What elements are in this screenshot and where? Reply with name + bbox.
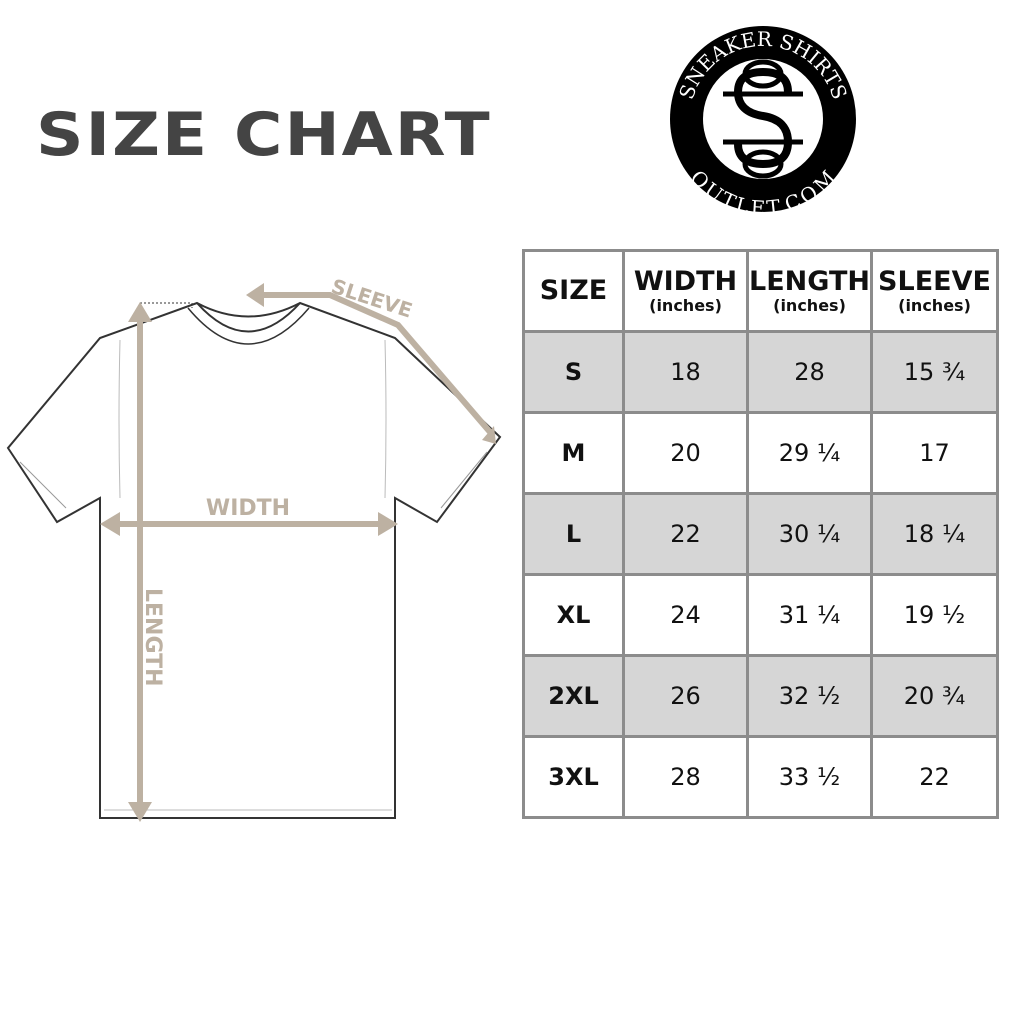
cell-sleeve: 19 ½	[870, 573, 999, 657]
table-row: 2XL 26 32 ½ 20 ¾	[522, 654, 999, 738]
cell-width: 26	[622, 654, 749, 738]
brand-logo: SNEAKER SHIRTS OUTLET.COM	[670, 26, 856, 214]
table-row: XL 24 31 ¼ 19 ½	[522, 573, 999, 657]
cell-length: 31 ¼	[746, 573, 873, 657]
cell-size: L	[522, 492, 625, 576]
cell-width: 28	[622, 735, 749, 819]
ss-monogram	[723, 59, 803, 179]
table-row: L 22 30 ¼ 18 ¼	[522, 492, 999, 576]
cell-length: 32 ½	[746, 654, 873, 738]
header-sleeve: SLEEVE (inches)	[870, 249, 999, 333]
cell-size: 2XL	[522, 654, 625, 738]
table-row: M 20 29 ¼ 17	[522, 411, 999, 495]
cell-size: S	[522, 330, 625, 414]
cell-size: XL	[522, 573, 625, 657]
cell-sleeve: 15 ¾	[870, 330, 999, 414]
table-header-row: SIZE WIDTH (inches) LENGTH (inches) SLEEVE…	[522, 249, 999, 333]
cell-width: 22	[622, 492, 749, 576]
header-width: WIDTH (inches)	[622, 249, 749, 333]
cell-length: 29 ¼	[746, 411, 873, 495]
table-row: S 18 28 15 ¾	[522, 330, 999, 414]
cell-width: 18	[622, 330, 749, 414]
cell-length: 30 ¼	[746, 492, 873, 576]
measure-arrows	[100, 283, 496, 822]
size-table: SIZE WIDTH (inches) LENGTH (inches) SLEEVE…	[522, 249, 999, 819]
sleeve-arrow	[262, 292, 493, 434]
cell-width: 20	[622, 411, 749, 495]
cell-length: 33 ½	[746, 735, 873, 819]
cell-sleeve: 20 ¾	[870, 654, 999, 738]
cell-length: 28	[746, 330, 873, 414]
page-title: SIZE CHART	[36, 100, 492, 170]
cell-width: 24	[622, 573, 749, 657]
header-size: SIZE	[522, 249, 625, 333]
header-length: LENGTH (inches)	[746, 249, 873, 333]
cell-size: 3XL	[522, 735, 625, 819]
tshirt-diagram: SLEEVE WIDTH LENGTH	[6, 274, 502, 822]
tshirt-outline	[6, 301, 502, 819]
cell-sleeve: 22	[870, 735, 999, 819]
length-label: LENGTH	[140, 588, 165, 687]
cell-size: M	[522, 411, 625, 495]
table-row: 3XL 28 33 ½ 22	[522, 735, 999, 819]
width-label: WIDTH	[206, 496, 290, 521]
cell-sleeve: 18 ¼	[870, 492, 999, 576]
cell-sleeve: 17	[870, 411, 999, 495]
